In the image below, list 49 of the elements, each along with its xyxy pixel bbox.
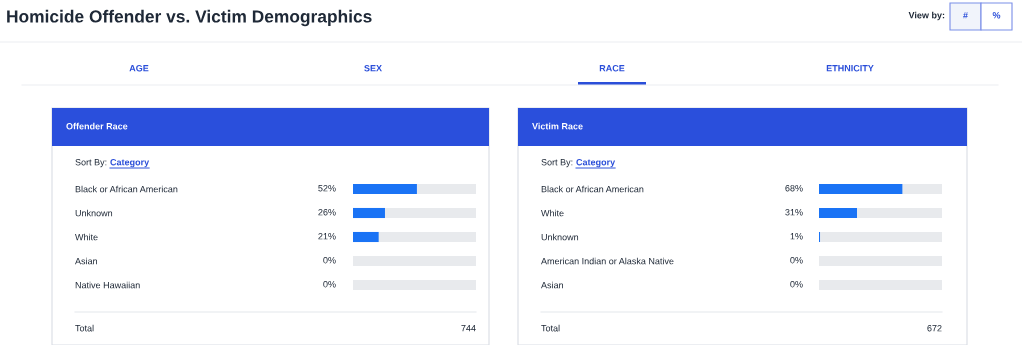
bar	[378, 231, 476, 243]
bar	[353, 207, 385, 219]
text: %	[992, 12, 1001, 19]
data-label: 52%	[318, 185, 336, 192]
bar	[384, 207, 476, 219]
bar	[857, 207, 942, 219]
bar	[820, 231, 942, 243]
text: RACE	[599, 65, 625, 72]
bar	[416, 183, 476, 195]
data-label: 0%	[323, 281, 336, 288]
text: Category	[110, 158, 150, 168]
y-tick-label: Asian	[541, 281, 563, 289]
data-label: 21%	[318, 233, 336, 240]
data-label: 68%	[785, 185, 803, 192]
text: Homicide Offender vs. Victim Demographics	[7, 9, 372, 27]
text: Victim Race	[532, 122, 583, 130]
text: View by:	[908, 11, 945, 21]
text: Sort By:	[541, 159, 573, 168]
text: Total	[541, 324, 560, 332]
text: 744	[461, 325, 476, 332]
data-label: 1%	[790, 233, 803, 240]
bar	[353, 231, 379, 243]
data-label: 31%	[785, 209, 803, 216]
y-tick-label: Black or African American	[541, 185, 644, 193]
bar	[819, 207, 858, 219]
text: Sort By:	[75, 159, 107, 168]
data-label: 0%	[790, 257, 803, 264]
y-tick-label: Native Hawaiian	[75, 281, 140, 289]
y-tick-label: Unknown	[75, 209, 113, 217]
y-tick-label: American Indian or Alaska Native	[541, 257, 674, 265]
y-tick-label: White	[75, 233, 98, 241]
y-tick-label: Unknown	[541, 233, 579, 241]
text: ETHNICITY	[826, 65, 874, 72]
text: Category	[576, 158, 616, 168]
bar	[819, 183, 903, 195]
bar	[353, 183, 417, 195]
bar	[902, 183, 942, 195]
text: SEX	[364, 65, 382, 72]
data-label: 0%	[323, 257, 336, 264]
y-tick-label: Asian	[75, 257, 97, 265]
y-tick-label: White	[541, 209, 564, 217]
data-label: 26%	[318, 209, 336, 216]
y-tick-label: Black or African American	[75, 185, 178, 193]
text: Total	[75, 324, 94, 332]
text: #	[963, 12, 968, 19]
text: 672	[927, 325, 942, 332]
text: AGE	[129, 65, 149, 72]
data-label: 0%	[790, 281, 803, 288]
text: Offender Race	[66, 122, 128, 130]
